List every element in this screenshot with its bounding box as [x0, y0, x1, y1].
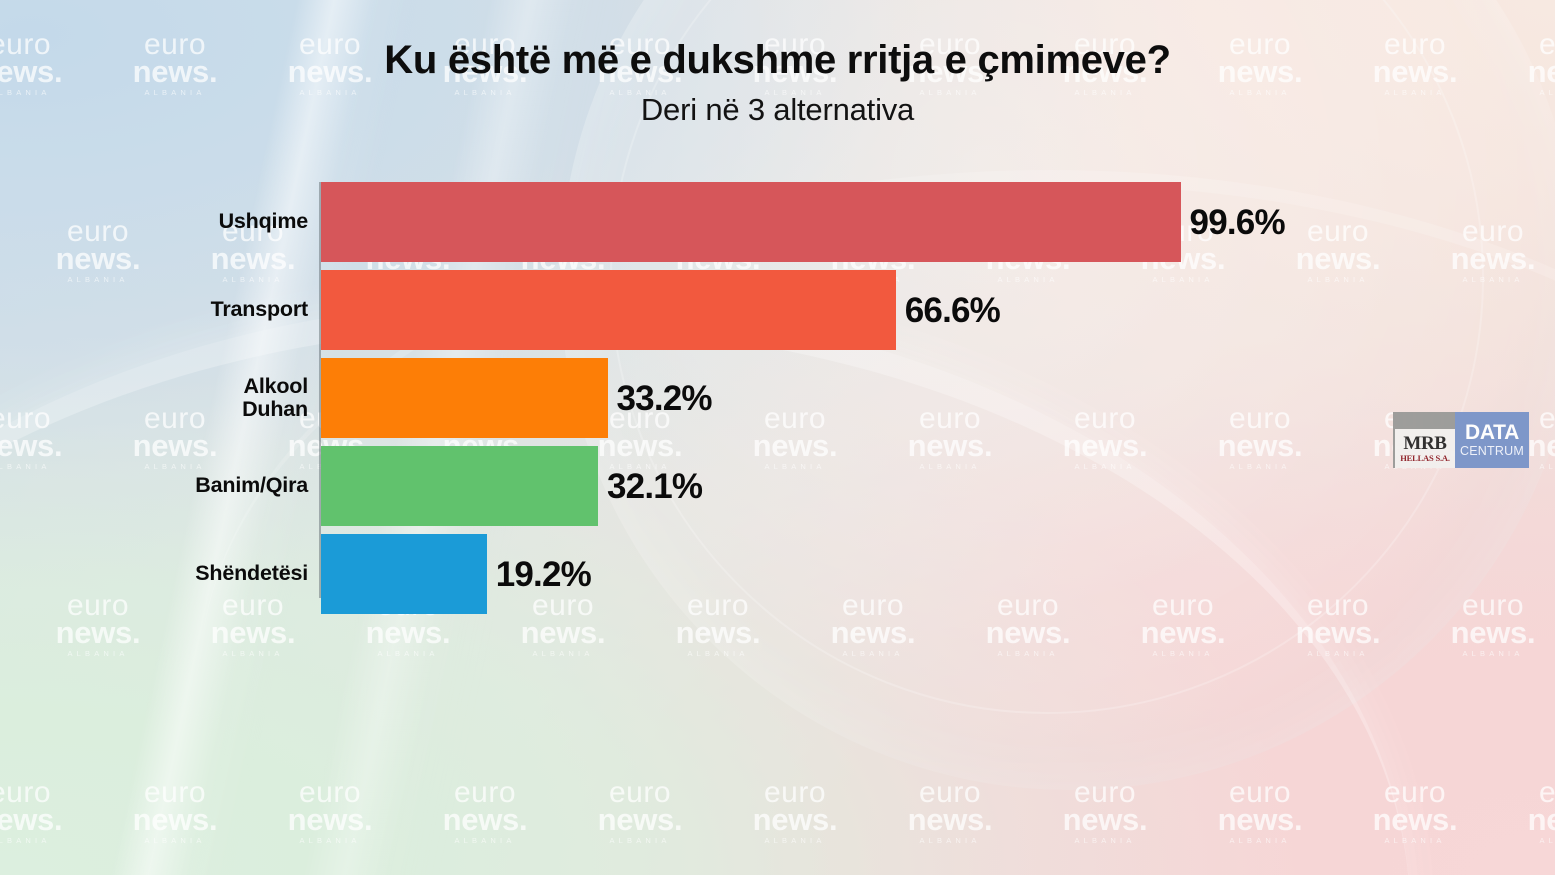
bar [321, 534, 487, 614]
page-subtitle: Deri në 3 alternativa [640, 91, 915, 127]
sponsor-logos: MRB HELLAS S.A. DATA CENTRUM [1393, 412, 1529, 468]
mrb-logo-body: MRB HELLAS S.A. [1393, 429, 1455, 468]
bar-chart-plot: Ushqime 99.6% Transport 66.6% Alkool Duhan 33… [0, 182, 1555, 614]
data-centrum-logo: DATA CENTRUM [1455, 412, 1529, 468]
chart-header: Ku është më e dukshme rritja e çmimeve? … [0, 38, 1555, 128]
data-centrum-logo-line1: DATA [1464, 420, 1519, 444]
bar-value-label: 99.6% [1189, 202, 1286, 242]
bar [321, 358, 608, 438]
bar-category-label: Alkool Duhan [242, 373, 308, 421]
mrb-logo-band [1393, 412, 1455, 429]
mrb-logo-name: MRB [1403, 433, 1447, 455]
bar [321, 446, 599, 526]
bar-value-label: 66.6% [904, 290, 1001, 330]
bar-row: Transport 66.6% [0, 270, 1555, 350]
bar-category-label: Banim/Qira [195, 473, 308, 498]
bar-value-label: 19.2% [495, 554, 592, 594]
bar-category-label: Shëndetësi [195, 561, 308, 586]
bar-row: Shëndetësi 19.2% [0, 534, 1555, 614]
mrb-logo-subtitle: HELLAS S.A. [1400, 453, 1450, 464]
bar-value-label: 32.1% [607, 466, 703, 506]
bar-category-label: Ushqime [218, 209, 309, 234]
bar-row: Banim/Qira 32.1% [0, 446, 1555, 526]
bar-row: Ushqime 99.6% [0, 182, 1555, 262]
bar-row: Alkool Duhan 33.2% [0, 358, 1555, 438]
bar [321, 182, 1181, 262]
mrb-hellas-logo: MRB HELLAS S.A. [1393, 412, 1455, 468]
data-centrum-logo-line2: CENTRUM [1460, 443, 1524, 458]
bar-category-label: Transport [210, 297, 309, 322]
bar-value-label: 33.2% [616, 378, 713, 418]
bar [321, 270, 896, 350]
page-title: Ku është më e dukshme rritja e çmimeve? [384, 38, 1171, 82]
